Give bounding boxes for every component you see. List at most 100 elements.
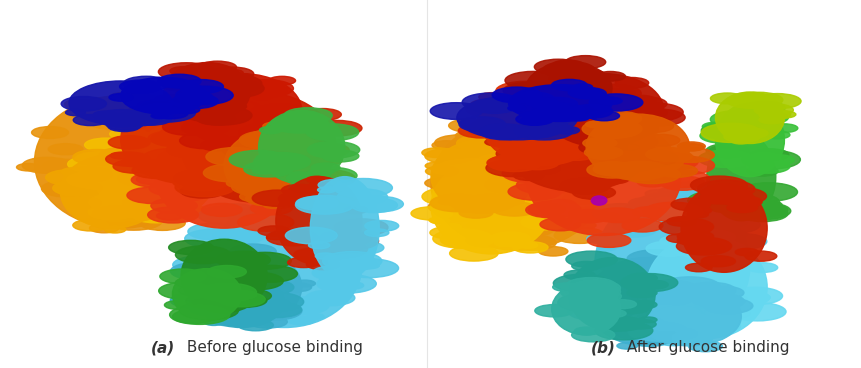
Ellipse shape	[133, 202, 173, 216]
Ellipse shape	[530, 102, 584, 120]
Ellipse shape	[279, 135, 307, 144]
Ellipse shape	[295, 197, 338, 210]
Ellipse shape	[90, 217, 126, 228]
Ellipse shape	[158, 164, 188, 174]
Ellipse shape	[734, 248, 758, 256]
Ellipse shape	[323, 231, 371, 246]
Ellipse shape	[172, 173, 229, 191]
Ellipse shape	[139, 216, 185, 230]
Ellipse shape	[272, 125, 328, 143]
Ellipse shape	[169, 187, 195, 195]
Ellipse shape	[569, 105, 612, 118]
Ellipse shape	[744, 154, 780, 165]
Ellipse shape	[590, 93, 629, 106]
Ellipse shape	[67, 109, 92, 118]
Ellipse shape	[317, 274, 376, 293]
Ellipse shape	[201, 84, 238, 95]
Ellipse shape	[505, 221, 554, 237]
Ellipse shape	[225, 289, 261, 300]
Ellipse shape	[311, 163, 339, 172]
Ellipse shape	[612, 216, 644, 226]
Ellipse shape	[595, 152, 614, 158]
Ellipse shape	[692, 297, 715, 305]
Ellipse shape	[244, 292, 303, 311]
Ellipse shape	[502, 117, 558, 135]
Ellipse shape	[486, 159, 540, 177]
Ellipse shape	[470, 118, 517, 133]
Ellipse shape	[438, 160, 485, 175]
Ellipse shape	[519, 116, 548, 125]
Ellipse shape	[627, 288, 656, 298]
Ellipse shape	[256, 155, 276, 161]
Ellipse shape	[120, 80, 159, 93]
Ellipse shape	[561, 150, 592, 160]
Ellipse shape	[261, 134, 311, 150]
Ellipse shape	[313, 151, 342, 160]
Ellipse shape	[702, 286, 743, 300]
Ellipse shape	[114, 114, 167, 131]
Ellipse shape	[674, 315, 718, 329]
Ellipse shape	[113, 159, 156, 173]
Ellipse shape	[192, 284, 220, 293]
Ellipse shape	[319, 230, 363, 245]
Ellipse shape	[177, 106, 200, 113]
Ellipse shape	[329, 232, 362, 243]
Ellipse shape	[329, 273, 356, 282]
Ellipse shape	[770, 124, 797, 132]
Ellipse shape	[507, 183, 561, 200]
Ellipse shape	[656, 167, 674, 173]
Ellipse shape	[283, 108, 331, 123]
Ellipse shape	[173, 169, 230, 187]
Ellipse shape	[534, 128, 569, 139]
Ellipse shape	[585, 121, 606, 128]
Ellipse shape	[307, 187, 326, 193]
Ellipse shape	[364, 220, 399, 231]
Ellipse shape	[568, 258, 654, 331]
Ellipse shape	[222, 302, 261, 315]
Ellipse shape	[180, 79, 223, 93]
Ellipse shape	[90, 215, 108, 220]
Ellipse shape	[322, 150, 358, 162]
Ellipse shape	[504, 138, 539, 150]
Ellipse shape	[48, 144, 83, 155]
Ellipse shape	[627, 273, 657, 283]
Ellipse shape	[232, 246, 252, 252]
Ellipse shape	[672, 331, 712, 344]
Ellipse shape	[490, 232, 530, 245]
Ellipse shape	[684, 263, 711, 272]
Ellipse shape	[583, 96, 621, 109]
Ellipse shape	[508, 85, 611, 121]
Ellipse shape	[496, 197, 523, 205]
Ellipse shape	[242, 277, 275, 288]
Ellipse shape	[170, 67, 197, 75]
Ellipse shape	[294, 138, 329, 149]
Ellipse shape	[42, 159, 86, 173]
Ellipse shape	[586, 233, 619, 244]
Ellipse shape	[570, 280, 620, 296]
Ellipse shape	[502, 164, 560, 183]
Ellipse shape	[437, 199, 455, 205]
Ellipse shape	[657, 164, 697, 177]
Ellipse shape	[525, 63, 611, 114]
Ellipse shape	[254, 103, 306, 120]
Ellipse shape	[211, 100, 262, 117]
Ellipse shape	[158, 166, 196, 178]
Ellipse shape	[201, 124, 228, 133]
Ellipse shape	[208, 265, 246, 278]
Ellipse shape	[586, 93, 613, 101]
Ellipse shape	[468, 226, 486, 232]
Ellipse shape	[61, 96, 106, 111]
Ellipse shape	[106, 118, 143, 130]
Ellipse shape	[536, 89, 565, 98]
Ellipse shape	[288, 257, 319, 268]
Ellipse shape	[241, 204, 297, 222]
Ellipse shape	[567, 87, 601, 98]
Ellipse shape	[507, 105, 525, 111]
Ellipse shape	[666, 182, 719, 198]
Ellipse shape	[579, 139, 626, 155]
Ellipse shape	[322, 252, 381, 270]
Ellipse shape	[293, 218, 323, 227]
Ellipse shape	[534, 98, 558, 106]
Ellipse shape	[289, 180, 330, 193]
Ellipse shape	[625, 103, 683, 121]
